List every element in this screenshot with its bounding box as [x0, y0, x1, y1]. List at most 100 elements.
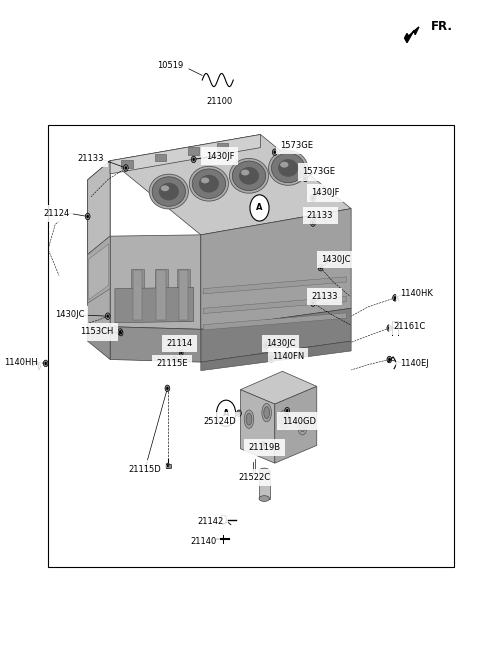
Text: 21161C: 21161C: [393, 322, 425, 331]
Polygon shape: [201, 209, 351, 329]
Circle shape: [285, 407, 289, 414]
Polygon shape: [155, 154, 166, 161]
Polygon shape: [275, 386, 317, 463]
Ellipse shape: [298, 417, 307, 435]
Ellipse shape: [159, 182, 179, 201]
Circle shape: [318, 264, 323, 271]
Circle shape: [180, 352, 182, 354]
Circle shape: [216, 400, 236, 426]
Circle shape: [274, 151, 276, 154]
Circle shape: [311, 220, 315, 226]
Polygon shape: [203, 313, 347, 330]
Ellipse shape: [149, 174, 188, 209]
Polygon shape: [88, 236, 110, 303]
Ellipse shape: [264, 407, 270, 419]
Circle shape: [220, 515, 227, 524]
Ellipse shape: [152, 177, 186, 206]
Circle shape: [262, 443, 264, 446]
Polygon shape: [156, 270, 166, 320]
Polygon shape: [121, 160, 132, 168]
Circle shape: [387, 356, 392, 363]
Circle shape: [172, 356, 177, 363]
Ellipse shape: [269, 150, 308, 185]
Polygon shape: [203, 297, 347, 314]
Polygon shape: [110, 327, 201, 362]
Text: 21142: 21142: [197, 517, 224, 526]
Ellipse shape: [161, 186, 169, 192]
Bar: [48, 125, 454, 567]
Text: 21114: 21114: [166, 339, 192, 348]
Ellipse shape: [259, 496, 270, 501]
Circle shape: [237, 410, 241, 417]
Circle shape: [180, 350, 183, 356]
Text: A: A: [223, 409, 229, 418]
Circle shape: [238, 412, 240, 415]
Circle shape: [304, 177, 307, 180]
Polygon shape: [132, 270, 142, 320]
Circle shape: [173, 358, 176, 361]
Text: 1153CH: 1153CH: [81, 327, 114, 337]
Polygon shape: [89, 244, 108, 300]
Text: 1430JC: 1430JC: [55, 310, 84, 319]
Circle shape: [393, 295, 397, 301]
Circle shape: [165, 385, 170, 392]
Bar: [165, 464, 171, 468]
Circle shape: [286, 409, 288, 413]
Text: 21115E: 21115E: [156, 359, 188, 368]
Ellipse shape: [259, 468, 270, 474]
Ellipse shape: [241, 169, 250, 175]
Polygon shape: [216, 143, 228, 151]
Circle shape: [119, 330, 121, 333]
Circle shape: [118, 329, 122, 335]
Polygon shape: [88, 236, 110, 341]
Ellipse shape: [239, 167, 259, 185]
Circle shape: [311, 195, 315, 201]
Circle shape: [119, 331, 123, 336]
Ellipse shape: [262, 403, 271, 422]
Ellipse shape: [189, 166, 228, 201]
Polygon shape: [203, 277, 347, 294]
Ellipse shape: [229, 158, 269, 193]
Polygon shape: [188, 147, 199, 155]
Polygon shape: [201, 341, 351, 371]
Ellipse shape: [246, 413, 252, 425]
Ellipse shape: [278, 159, 298, 176]
Polygon shape: [240, 390, 275, 463]
Ellipse shape: [232, 161, 266, 190]
Polygon shape: [177, 269, 190, 321]
Circle shape: [312, 197, 314, 199]
Text: 10519: 10519: [156, 61, 183, 70]
Circle shape: [269, 356, 273, 363]
Circle shape: [388, 358, 391, 361]
Circle shape: [166, 387, 168, 390]
Circle shape: [394, 296, 396, 299]
Text: 25124D: 25124D: [204, 417, 236, 426]
Polygon shape: [115, 287, 193, 323]
Circle shape: [123, 165, 128, 171]
Ellipse shape: [300, 420, 305, 432]
Circle shape: [265, 344, 267, 346]
Circle shape: [261, 441, 266, 448]
Text: 21140: 21140: [190, 537, 216, 546]
Text: 1140HK: 1140HK: [401, 289, 433, 298]
Text: 21133: 21133: [78, 154, 104, 163]
Text: 1573GE: 1573GE: [302, 167, 335, 176]
Circle shape: [388, 327, 391, 329]
Ellipse shape: [281, 413, 287, 425]
Text: 21119B: 21119B: [248, 443, 280, 452]
Ellipse shape: [199, 174, 219, 193]
Polygon shape: [179, 270, 188, 320]
Polygon shape: [201, 308, 351, 362]
Circle shape: [85, 213, 90, 220]
Polygon shape: [131, 269, 144, 321]
Circle shape: [270, 358, 272, 361]
Polygon shape: [88, 161, 110, 255]
Text: 1430JC: 1430JC: [266, 339, 295, 348]
Polygon shape: [110, 235, 201, 329]
Circle shape: [167, 464, 169, 467]
Circle shape: [250, 195, 269, 221]
Circle shape: [179, 338, 184, 344]
Polygon shape: [240, 371, 317, 404]
Circle shape: [120, 332, 122, 335]
Text: 1140FN: 1140FN: [272, 352, 304, 361]
